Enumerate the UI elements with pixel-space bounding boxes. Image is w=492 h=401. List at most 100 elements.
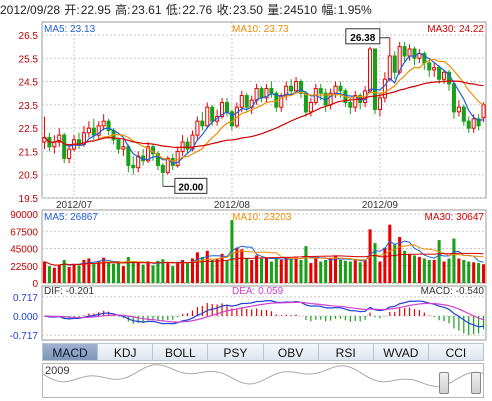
volume-bar [52, 267, 56, 283]
volume-bar [309, 263, 313, 283]
volume-bar [87, 258, 91, 283]
candle-body [412, 48, 417, 59]
volume-bar [462, 260, 466, 283]
candle-body [131, 164, 136, 169]
candle-body [200, 120, 205, 127]
price-ma30-legend: MA30: 24.22 [427, 24, 484, 35]
candle-body [101, 120, 106, 127]
macd-legend: MACD: -0.540 [421, 286, 485, 297]
volume-bar [136, 262, 140, 283]
candle-body [155, 153, 160, 166]
tab-macd[interactable]: MACD [42, 343, 99, 361]
price-ytick-label: 22.5 [19, 124, 39, 135]
change-label: 幅: [321, 3, 337, 17]
volume-bar [269, 261, 273, 283]
candle-body [210, 106, 215, 122]
volume-bar [437, 240, 441, 283]
range-navigator[interactable]: 2009 [42, 363, 484, 398]
stock-chart[interactable]: 26.5 25.5 24.5 23.5 22.5 21.5 20.5 19.5 2012/07 2… [0, 0, 492, 343]
candle-body [427, 62, 432, 71]
price-ytick-label: 20.5 [19, 171, 39, 182]
volume-bar [126, 256, 130, 283]
candle-body [377, 97, 382, 111]
dea-legend: DEA: 0.059 [232, 286, 284, 297]
candle-body [254, 88, 259, 101]
volume-bar [388, 224, 392, 283]
ma5-line [44, 51, 484, 164]
volume-bar [447, 258, 451, 283]
tab-kdj[interactable]: KDJ [98, 343, 154, 361]
volume-bar [417, 256, 421, 283]
candle-body [461, 106, 466, 122]
macd-ytick-label: -0.717 [10, 331, 39, 342]
candle-body [481, 104, 486, 119]
price-panel-frame [41, 21, 487, 199]
navigator-left-handle[interactable] [439, 372, 449, 394]
volume-bar [200, 256, 204, 283]
volume-bar [304, 246, 308, 283]
volume-bar [264, 257, 268, 283]
volume-bar [324, 260, 328, 283]
volume-bar [220, 253, 224, 283]
price-ytick-label: 21.5 [19, 147, 39, 158]
tab-boll[interactable]: BOLL [153, 343, 209, 361]
tab-rsi[interactable]: RSI [318, 343, 374, 361]
volume-ma30-legend: MA30: 30647 [425, 212, 485, 223]
low-marker-box [174, 177, 208, 194]
low-marker-label: 20.00 [178, 182, 203, 193]
candle-body [451, 83, 456, 113]
volume-ma5-legend: MA5: 26867 [44, 212, 98, 223]
date-tick-label: 2012/09 [362, 200, 399, 211]
volume-bar [378, 261, 382, 283]
volume-bar [348, 261, 352, 283]
open-value: 22.95 [80, 3, 111, 17]
low-label: 低: [165, 3, 182, 17]
candle-body [397, 46, 402, 73]
volume-label: 量: [267, 3, 283, 17]
volume-bar [408, 253, 412, 283]
volume-bar [176, 262, 180, 283]
volume-bar [334, 255, 338, 283]
volume-bar [477, 263, 481, 283]
tab-psy[interactable]: PSY [208, 343, 264, 361]
candle-body [165, 157, 170, 173]
volume-bar [77, 265, 81, 283]
candle-body [136, 155, 141, 169]
price-ytick-label: 25.5 [19, 54, 39, 65]
volume-bar [373, 243, 377, 283]
candle-body [289, 85, 294, 92]
candle-body [62, 134, 67, 159]
volume-bar [72, 263, 76, 283]
volume-bar [427, 260, 431, 283]
high-value: 23.61 [131, 3, 162, 17]
volume-bar [121, 266, 125, 283]
close-label: 收: [216, 3, 232, 17]
candle-body [348, 102, 353, 108]
ma30-line [44, 80, 484, 148]
tab-wvad[interactable]: WVAD [373, 343, 429, 361]
volume-bar [294, 257, 298, 283]
volume-bar [161, 259, 165, 283]
candle-body [195, 120, 200, 136]
volume-bar [279, 260, 283, 283]
candle-body [67, 148, 72, 159]
candle-body [372, 48, 378, 111]
tab-cci[interactable]: CCI [428, 343, 484, 361]
macd-panel-frame [41, 285, 487, 341]
volume-bar [452, 238, 456, 283]
candle-body [437, 67, 442, 80]
volume-bar [67, 266, 71, 283]
candle-body [417, 53, 422, 59]
volume-ma10-line [44, 244, 484, 266]
candle-body [298, 81, 304, 94]
volume-bar [166, 263, 170, 283]
navigator-right-handle[interactable] [471, 372, 481, 394]
tab-obv[interactable]: OBV [263, 343, 319, 361]
volume-bar [255, 255, 259, 283]
volume-bar [92, 263, 96, 283]
candle-body [57, 134, 62, 143]
volume-bar [482, 264, 486, 283]
volume-bar [230, 220, 234, 283]
candle-body [387, 55, 392, 80]
dea-line [44, 301, 484, 323]
